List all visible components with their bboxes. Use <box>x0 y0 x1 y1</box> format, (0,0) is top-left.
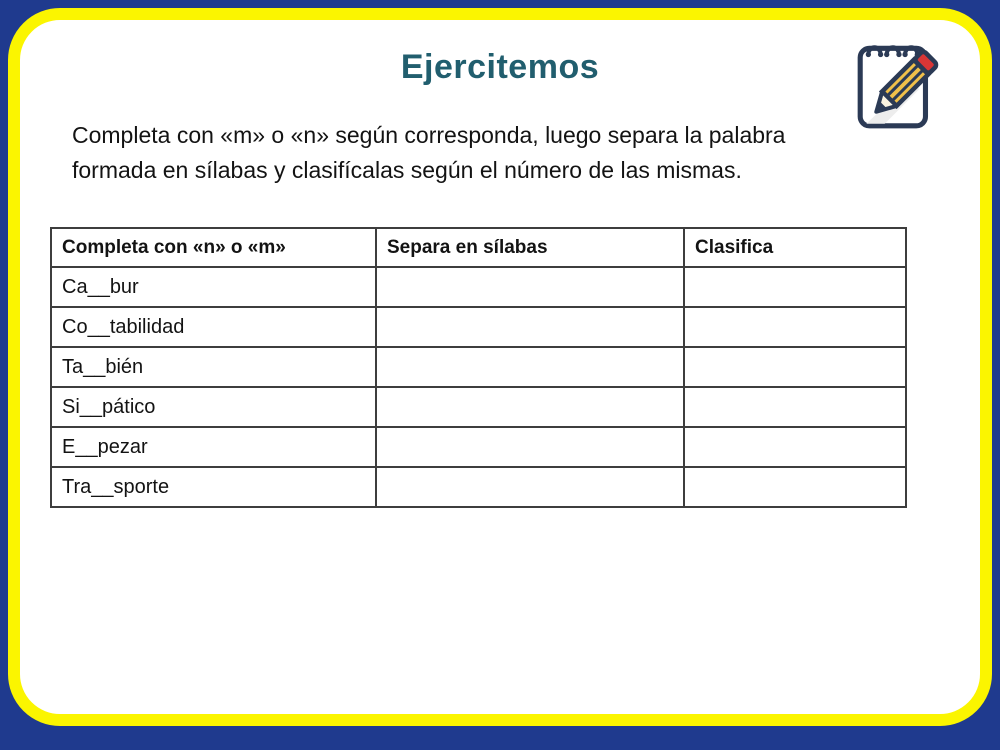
answer-cell-clasifica[interactable] <box>683 426 907 468</box>
word-cell: Co__tabilidad <box>50 306 377 348</box>
table-row: Ca__bur <box>50 266 907 308</box>
answer-cell-silabas[interactable] <box>375 466 685 508</box>
notepad-pencil-graphic <box>857 45 939 129</box>
notepad-pencil-icon <box>850 32 952 134</box>
exercise-table: Completa con «n» o «m» Separa en sílabas… <box>50 227 907 508</box>
answer-cell-clasifica[interactable] <box>683 346 907 388</box>
exercise-instructions: Completa con «m» o «n» según corresponda… <box>72 122 786 183</box>
table-row: Co__tabilidad <box>50 306 907 348</box>
table-header-row: Completa con «n» o «m» Separa en sílabas… <box>50 227 907 268</box>
col-header-clasifica: Clasifica <box>683 227 907 268</box>
word-cell: Tra__sporte <box>50 466 377 508</box>
answer-cell-clasifica[interactable] <box>683 386 907 428</box>
word-cell: Ta__bién <box>50 346 377 388</box>
word-cell: Si__pático <box>50 386 377 428</box>
word-cell: Ca__bur <box>50 266 377 308</box>
col-header-completa: Completa con «n» o «m» <box>50 227 377 268</box>
answer-cell-clasifica[interactable] <box>683 266 907 308</box>
answer-cell-clasifica[interactable] <box>683 306 907 348</box>
table-row: E__pezar <box>50 426 907 468</box>
answer-cell-silabas[interactable] <box>375 266 685 308</box>
table-row: Si__pático <box>50 386 907 428</box>
answer-cell-clasifica[interactable] <box>683 466 907 508</box>
answer-cell-silabas[interactable] <box>375 346 685 388</box>
word-cell: E__pezar <box>50 426 377 468</box>
page-title: Ejercitemos <box>400 48 600 86</box>
table-row: Ta__bién <box>50 346 907 388</box>
answer-cell-silabas[interactable] <box>375 306 685 348</box>
col-header-separa: Separa en sílabas <box>375 227 685 268</box>
answer-cell-silabas[interactable] <box>375 426 685 468</box>
table-row: Tra__sporte <box>50 466 907 508</box>
answer-cell-silabas[interactable] <box>375 386 685 428</box>
